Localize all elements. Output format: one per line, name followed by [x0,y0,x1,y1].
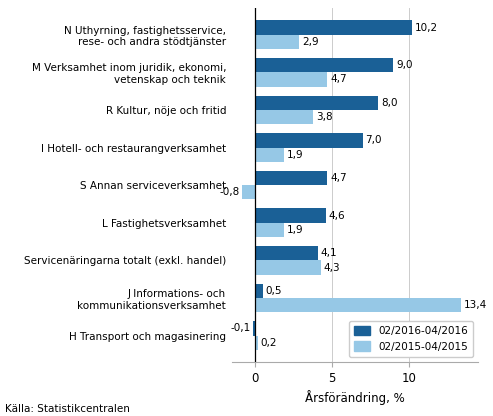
Bar [255,284,262,298]
Bar [255,58,393,72]
Bar [255,35,300,49]
Legend: 02/2016-04/2016, 02/2015-04/2015: 02/2016-04/2016, 02/2015-04/2015 [349,321,473,357]
Bar [255,72,327,87]
Bar [255,96,378,110]
Text: 7,0: 7,0 [365,135,382,145]
Bar [255,208,326,223]
Text: 4,7: 4,7 [330,74,347,84]
Text: 1,9: 1,9 [287,150,304,160]
Text: 4,3: 4,3 [324,262,341,272]
Text: 4,1: 4,1 [321,248,337,258]
Text: 9,0: 9,0 [396,60,413,70]
Text: 2,9: 2,9 [302,37,319,47]
Bar [255,298,461,312]
Bar [255,133,363,148]
Bar [255,246,318,260]
Text: 10,2: 10,2 [415,22,438,32]
Text: 8,0: 8,0 [381,98,397,108]
Text: 3,8: 3,8 [316,112,333,122]
Bar [255,336,258,350]
Text: 4,7: 4,7 [330,173,347,183]
Bar [243,185,255,199]
Bar [255,260,321,275]
Text: -0,1: -0,1 [230,324,250,334]
X-axis label: Årsförändring, %: Årsförändring, % [305,390,405,405]
Text: 0,2: 0,2 [261,338,277,348]
Text: 13,4: 13,4 [464,300,487,310]
Bar [255,148,284,162]
Text: -0,8: -0,8 [219,187,240,197]
Bar [253,321,255,336]
Text: 1,9: 1,9 [287,225,304,235]
Bar [255,171,327,185]
Bar [255,223,284,237]
Text: 0,5: 0,5 [265,286,282,296]
Text: Källa: Statistikcentralen: Källa: Statistikcentralen [5,404,130,414]
Bar [255,110,314,124]
Text: 4,6: 4,6 [328,210,345,220]
Bar [255,20,412,35]
